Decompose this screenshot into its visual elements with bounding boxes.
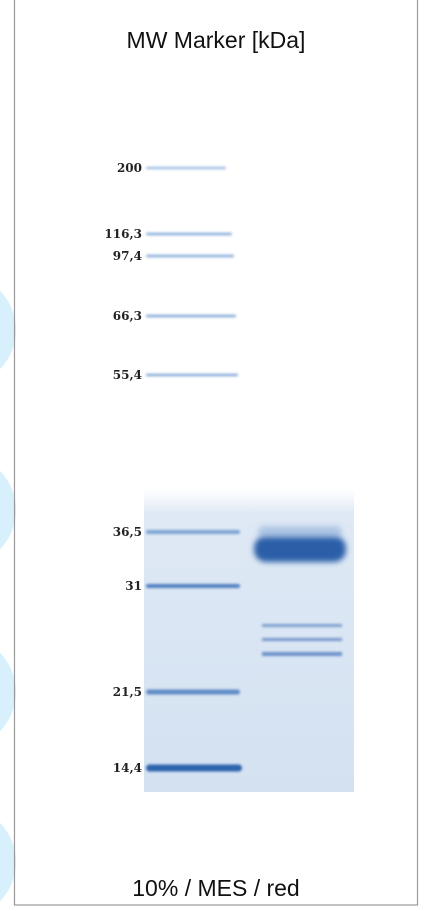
- title: MW Marker [kDa]: [127, 27, 306, 53]
- marker-label: 36,5: [113, 525, 142, 539]
- marker-band: [146, 530, 240, 534]
- marker-label: 55,4: [113, 368, 142, 382]
- marker-label: 21,5: [113, 685, 142, 699]
- marker-band: [146, 765, 242, 772]
- marker-band: [146, 374, 238, 377]
- marker-label: 116,3: [104, 227, 142, 241]
- sample-band: [262, 638, 342, 641]
- marker-band: [146, 584, 240, 588]
- sample-band: [262, 624, 342, 627]
- marker-band: [146, 315, 236, 318]
- marker-band: [146, 690, 240, 695]
- figure: MW Marker [kDa] 200 116,3 97,4 66,3 55,4 36,5…: [0, 0, 427, 911]
- marker-label: 14,4: [113, 761, 142, 775]
- marker-label: 200: [117, 161, 142, 175]
- marker-band: [146, 255, 234, 258]
- caption: 10% / MES / red: [132, 875, 299, 901]
- marker-label: 31: [125, 579, 142, 593]
- marker-band: [146, 167, 226, 169]
- marker-label: 97,4: [113, 249, 142, 263]
- decor-circles: [0, 274, 16, 911]
- marker-band: [146, 233, 232, 236]
- marker-label: 66,3: [113, 309, 142, 323]
- sample-band: [262, 652, 342, 656]
- sample-band: [254, 536, 346, 562]
- sample-band: [258, 526, 342, 538]
